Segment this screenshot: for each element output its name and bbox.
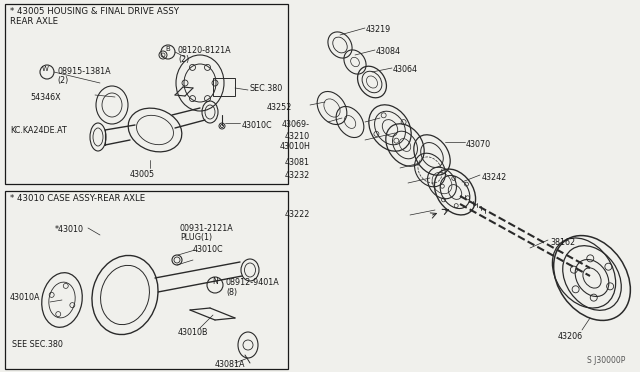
Text: (2): (2) <box>57 76 68 85</box>
Text: 43010C: 43010C <box>193 245 223 254</box>
Text: PLUG(1): PLUG(1) <box>180 233 212 242</box>
Text: (2): (2) <box>178 55 189 64</box>
Text: W: W <box>42 66 49 72</box>
Text: 43210: 43210 <box>285 132 310 141</box>
Text: N: N <box>212 278 218 286</box>
Text: (8): (8) <box>226 288 237 297</box>
Text: 43010H: 43010H <box>279 142 310 151</box>
Text: 00931-2121A: 00931-2121A <box>180 224 234 233</box>
Text: 43252: 43252 <box>267 103 292 112</box>
Text: 43069-: 43069- <box>282 120 310 129</box>
Bar <box>5 191 288 369</box>
Text: 08120-8121A: 08120-8121A <box>178 46 232 55</box>
Text: 43232: 43232 <box>285 171 310 180</box>
Text: 43242: 43242 <box>482 173 508 182</box>
Text: 38162: 38162 <box>550 238 575 247</box>
Text: 43064: 43064 <box>393 65 418 74</box>
Text: 43222: 43222 <box>285 210 310 219</box>
Text: * 43010 CASE ASSY-REAR AXLE: * 43010 CASE ASSY-REAR AXLE <box>10 194 145 203</box>
Bar <box>213 78 235 96</box>
Text: 43010C: 43010C <box>242 121 273 130</box>
Text: 43084: 43084 <box>376 47 401 56</box>
Text: 43005: 43005 <box>130 170 155 179</box>
Text: *43010: *43010 <box>55 225 84 234</box>
Text: 43219: 43219 <box>366 25 391 34</box>
Text: * 43005 HOUSING & FINAL DRIVE ASSY: * 43005 HOUSING & FINAL DRIVE ASSY <box>10 7 179 16</box>
Text: 43081A: 43081A <box>215 360 246 369</box>
Text: 43081: 43081 <box>285 158 310 167</box>
Text: 08912-9401A: 08912-9401A <box>226 278 280 287</box>
Text: 08915-1381A: 08915-1381A <box>57 67 111 76</box>
Text: S J30000P: S J30000P <box>587 356 625 365</box>
Text: 43070: 43070 <box>466 140 491 149</box>
Circle shape <box>172 255 182 265</box>
Text: REAR AXLE: REAR AXLE <box>10 17 58 26</box>
Text: SEE SEC.380: SEE SEC.380 <box>12 340 63 349</box>
Text: B: B <box>166 46 170 52</box>
Bar <box>5 4 288 184</box>
Text: 43206: 43206 <box>557 332 582 341</box>
Text: 43010B: 43010B <box>178 328 209 337</box>
Text: 54346X: 54346X <box>30 93 61 102</box>
Text: 43010A: 43010A <box>10 294 40 302</box>
Text: KC.KA24DE.AT: KC.KA24DE.AT <box>10 125 67 135</box>
Circle shape <box>159 51 167 59</box>
Text: SEC.380: SEC.380 <box>250 83 284 93</box>
